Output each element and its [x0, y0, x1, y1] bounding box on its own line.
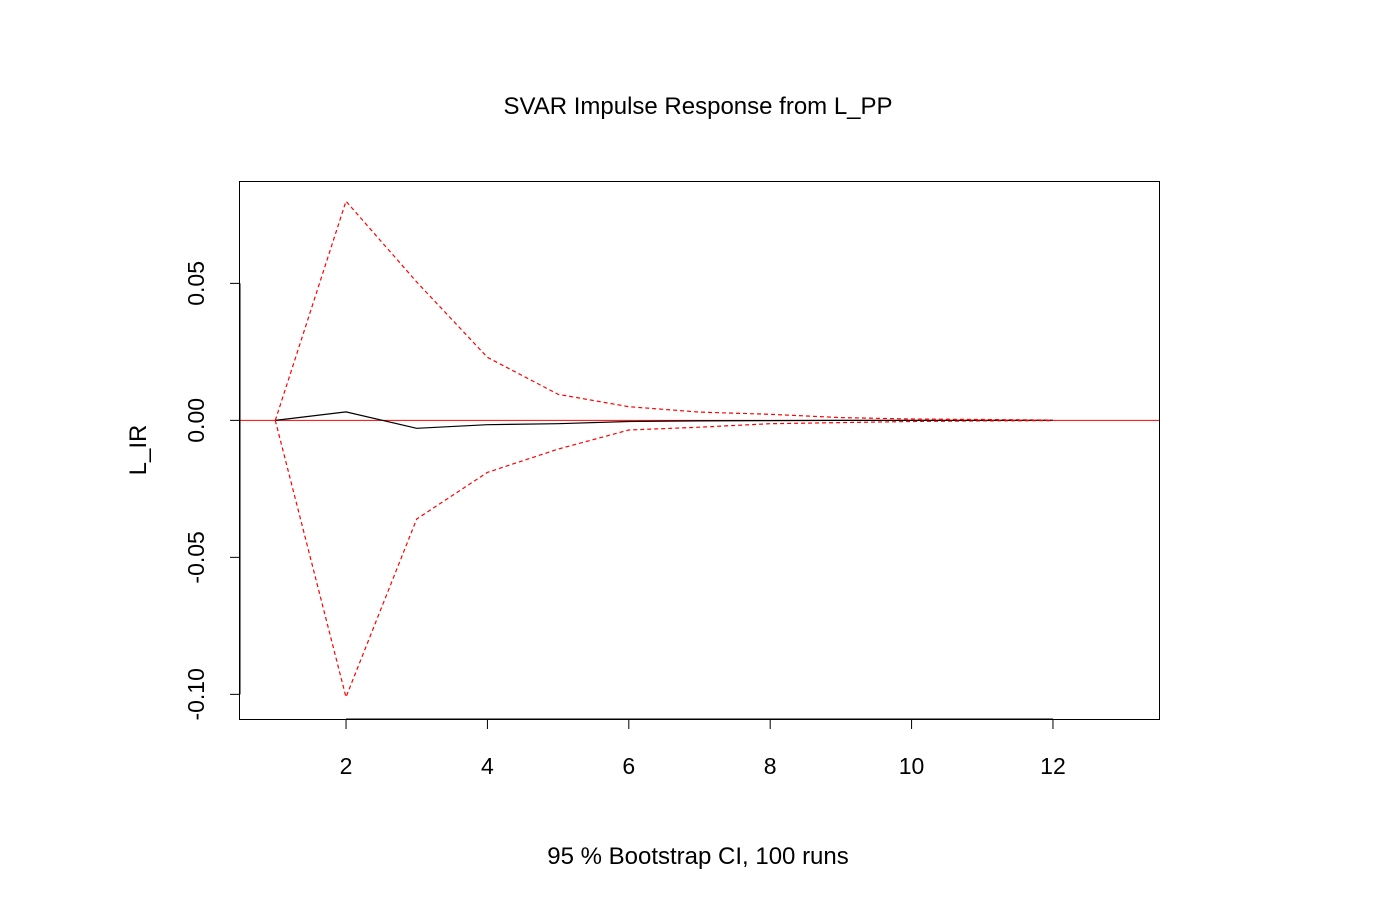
- x-tick-label: 12: [1040, 753, 1066, 779]
- x-tick-label: 6: [622, 753, 635, 779]
- x-tick-label: 8: [764, 753, 777, 779]
- plot-frame: [239, 181, 1160, 720]
- response-series-line: [275, 411, 1053, 429]
- chart-title: SVAR Impulse Response from L_PP: [503, 93, 892, 120]
- x-tick-label: 10: [899, 753, 925, 779]
- lower-series-line: [274, 420, 1054, 700]
- y-tick-label: 0.05: [183, 261, 209, 306]
- x-axis-label: 95 % Bootstrap CI, 100 runs: [547, 843, 849, 870]
- y-tick-label: -0.10: [183, 668, 209, 720]
- y-tick-label: 0.00: [183, 398, 209, 443]
- x-tick-label: 4: [481, 753, 494, 779]
- y-tick-label: -0.05: [183, 531, 209, 583]
- y-axis-label: L_IR: [125, 425, 152, 476]
- upper-series-line: [274, 200, 1054, 421]
- x-tick-label: 2: [340, 753, 353, 779]
